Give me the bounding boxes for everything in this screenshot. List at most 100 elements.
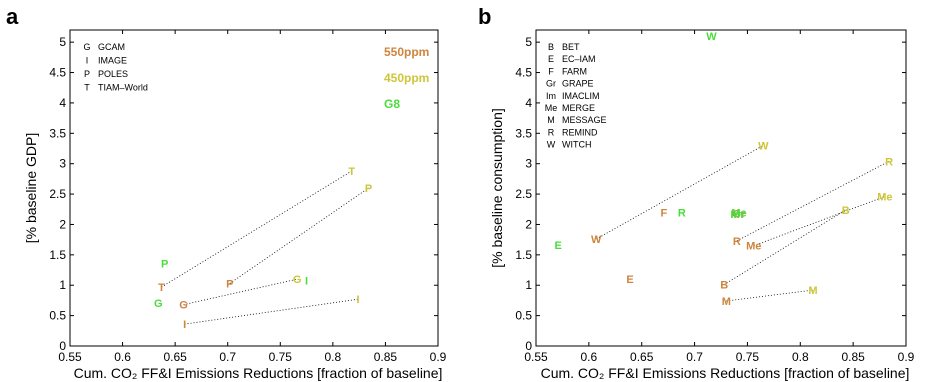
x-tick-label: 0.75 xyxy=(736,350,760,364)
data-point-b: B xyxy=(720,280,728,292)
legend-code: W xyxy=(547,140,556,150)
legend-name: REMIND xyxy=(562,127,598,137)
data-point-g: G xyxy=(179,300,188,312)
y-tick-label: 3.5 xyxy=(49,126,66,140)
scenario-legend-entry: G8 xyxy=(384,97,400,111)
data-point-w: W xyxy=(591,234,602,246)
data-point-me: Me xyxy=(746,241,761,253)
x-axis-title: Cum. CO₂ FF&I Emissions Reductions [frac… xyxy=(541,365,910,381)
y-tick-label: 2.5 xyxy=(515,187,532,201)
legend-name: WITCH xyxy=(562,140,592,150)
x-tick-label: 0.65 xyxy=(163,350,187,364)
y-tick-label: 0.5 xyxy=(515,309,532,323)
connector-line xyxy=(753,196,885,247)
data-point-t: T xyxy=(158,282,165,294)
legend-code: M xyxy=(547,115,555,125)
y-tick-label: 3 xyxy=(525,157,532,171)
data-point-me: Me xyxy=(877,192,892,204)
y-tick-label: 3 xyxy=(59,157,66,171)
data-point-p: P xyxy=(226,278,233,290)
legend-name: TIAM–World xyxy=(98,83,148,93)
data-point-e: E xyxy=(626,274,633,286)
data-point-im: Im xyxy=(730,209,743,221)
connector-line xyxy=(161,170,352,288)
data-point-g: G xyxy=(154,298,163,310)
x-axis-title: Cum. CO₂ FF&I Emissions Reductions [frac… xyxy=(74,365,443,381)
x-tick-label: 0.8 xyxy=(325,350,342,364)
y-tick-label: 5 xyxy=(525,35,532,49)
legend-code: I xyxy=(86,56,89,66)
x-tick-label: 0.6 xyxy=(114,350,131,364)
x-tick-label: 0.55 xyxy=(58,350,82,364)
x-tick-label: 0.55 xyxy=(524,350,548,364)
legend-code: F xyxy=(548,66,554,76)
connector-line xyxy=(736,160,890,242)
y-tick-label: 2 xyxy=(59,217,66,231)
y-tick-label: 2 xyxy=(525,217,532,231)
x-tick-label: 0.85 xyxy=(374,350,398,364)
x-tick-label: 0.9 xyxy=(430,350,447,364)
legend-name: FARM xyxy=(562,66,587,76)
scenario-legend-entry: 550ppm xyxy=(384,45,429,59)
legend-name: MERGE xyxy=(562,103,595,113)
y-tick-label: 1.5 xyxy=(49,248,66,262)
y-axis-title: [% baseline consumption] xyxy=(489,108,505,268)
y-tick-label: 0.5 xyxy=(49,309,66,323)
legend-code: Me xyxy=(545,103,558,113)
data-point-r: R xyxy=(678,207,686,219)
y-tick-label: 1 xyxy=(525,278,532,292)
y-tick-label: 4.5 xyxy=(515,66,532,80)
y-tick-label: 4 xyxy=(59,96,66,110)
y-tick-label: 0 xyxy=(525,339,532,353)
y-tick-label: 1 xyxy=(59,278,66,292)
y-tick-label: 3.5 xyxy=(515,126,532,140)
legend-name: IMAGE xyxy=(98,56,127,66)
legend-name: GCAM xyxy=(98,42,125,52)
plot-frame xyxy=(69,29,439,347)
x-tick-label: 0.75 xyxy=(269,350,293,364)
data-point-f: F xyxy=(661,207,668,219)
legend-code: G xyxy=(83,42,90,52)
x-tick-label: 0.7 xyxy=(686,350,703,364)
y-axis-title: [% baseline GDP] xyxy=(23,133,39,244)
x-tick-label: 0.7 xyxy=(219,350,236,364)
legend-name: MESSAGE xyxy=(562,115,607,125)
legend-code: Im xyxy=(546,91,556,101)
connector-line xyxy=(184,298,359,325)
x-tick-label: 0.8 xyxy=(792,350,809,364)
data-point-p: P xyxy=(161,258,168,270)
legend-code: T xyxy=(84,83,90,93)
data-point-r: R xyxy=(885,156,893,168)
data-point-m: M xyxy=(722,296,731,308)
data-point-i: I xyxy=(357,294,360,306)
panel-label-b: b xyxy=(478,4,491,29)
x-tick-label: 0.9 xyxy=(898,350,915,364)
x-tick-label: 0.85 xyxy=(841,350,865,364)
y-tick-label: 1.5 xyxy=(515,248,532,262)
data-point-w: W xyxy=(758,140,769,152)
connector-line xyxy=(596,145,764,240)
plot-frame xyxy=(535,29,907,347)
legend-code: E xyxy=(548,54,554,64)
data-point-e: E xyxy=(555,240,562,252)
data-point-i: I xyxy=(305,275,308,287)
y-tick-label: 4 xyxy=(525,96,532,110)
legend-name: EC–IAM xyxy=(562,54,596,64)
legend-name: GRAPE xyxy=(562,79,594,89)
data-point-m: M xyxy=(808,285,817,297)
legend-name: IMACLIM xyxy=(562,91,600,101)
legend-code: P xyxy=(84,69,90,79)
connector-line xyxy=(726,289,814,302)
y-tick-label: 5 xyxy=(59,35,66,49)
data-point-b: B xyxy=(842,205,850,217)
legend-name: POLES xyxy=(98,69,128,79)
y-tick-label: 4.5 xyxy=(49,66,66,80)
data-point-p: P xyxy=(365,183,372,195)
data-point-gr: Gr xyxy=(733,209,747,221)
data-point-me: Me xyxy=(731,207,746,219)
legend-code: Gr xyxy=(546,79,556,89)
x-tick-label: 0.6 xyxy=(581,350,598,364)
connector-line xyxy=(229,187,369,284)
data-point-r: R xyxy=(733,236,741,248)
